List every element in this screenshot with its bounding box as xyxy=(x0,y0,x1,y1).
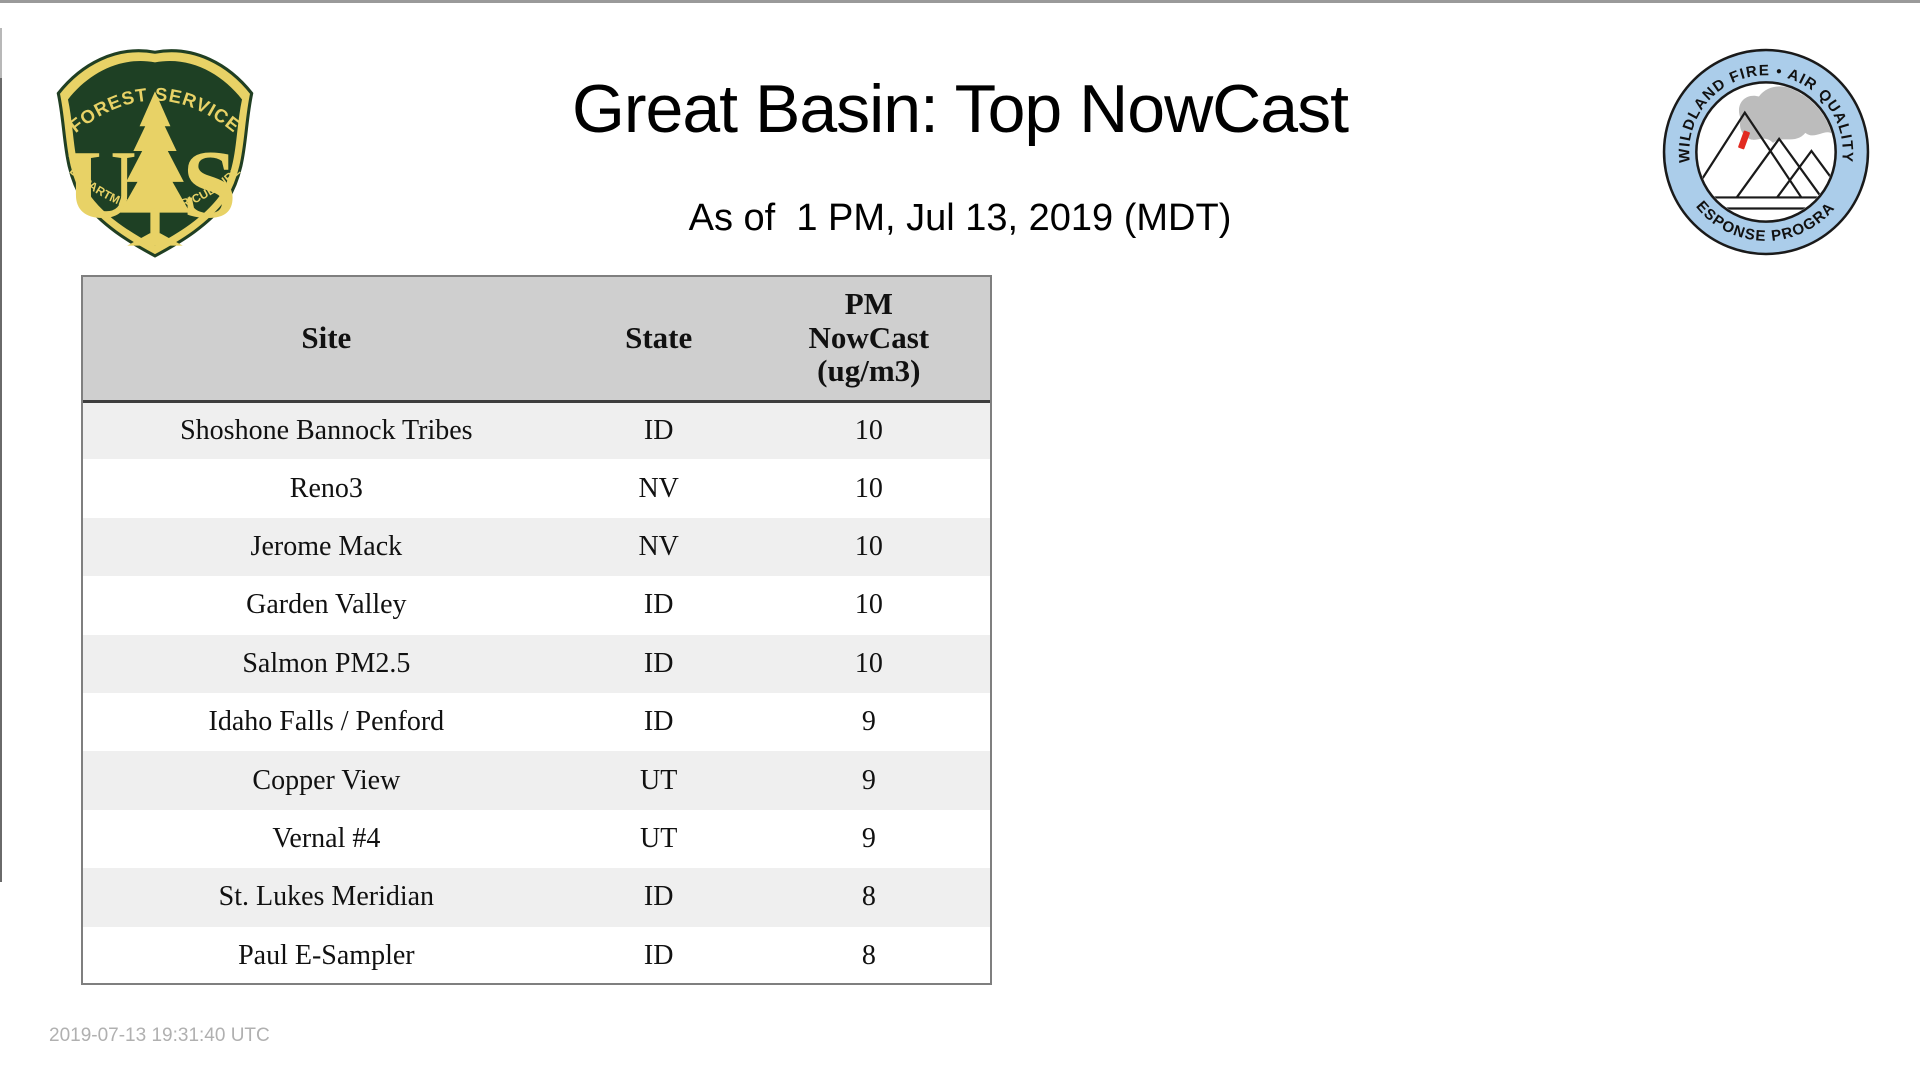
site-cell: Vernal #4 xyxy=(272,822,381,854)
state-cell: NV xyxy=(638,530,679,562)
state-cell: ID xyxy=(643,706,674,738)
pm-value-cell: 9 xyxy=(861,706,876,738)
state-cell: ID xyxy=(643,939,674,971)
table-header-row: Site State PM NowCast (ug/m3) xyxy=(81,275,992,403)
pm-value-cell: 8 xyxy=(861,939,876,971)
site-cell: St. Lukes Meridian xyxy=(218,881,435,913)
state-cell: ID xyxy=(643,414,674,446)
table-row: Reno3 NV 10 xyxy=(81,459,992,518)
page-title: Great Basin: Top NowCast xyxy=(572,71,1349,147)
state-cell: ID xyxy=(643,589,674,621)
pm-value-cell: 9 xyxy=(861,764,876,796)
wfaqrp-logo: WILDLAND FIRE • AIR QUALITY RESPONSE PRO… xyxy=(1660,46,1870,256)
header-pm-nowcast: PM NowCast (ug/m3) xyxy=(745,275,992,403)
pm-value-cell: 10 xyxy=(854,589,883,621)
site-cell: Garden Valley xyxy=(246,589,407,621)
state-cell: UT xyxy=(640,822,678,854)
window-left-edge-light xyxy=(0,28,2,78)
site-cell: Jerome Mack xyxy=(250,530,403,562)
table-row: Garden Valley ID 10 xyxy=(81,576,992,635)
pm-value-cell: 10 xyxy=(854,472,883,504)
header-state: State xyxy=(571,275,746,403)
window-top-edge xyxy=(0,0,1920,3)
usfs-logo: FOREST SERVICE U S DEPARTMENT OF AGRICUL… xyxy=(56,49,254,258)
site-cell: Copper View xyxy=(252,764,401,796)
table-header: Site State PM NowCast (ug/m3) xyxy=(81,275,992,403)
state-cell: NV xyxy=(638,472,679,504)
site-cell: Shoshone Bannock Tribes xyxy=(180,414,473,446)
usfs-letter-u: U xyxy=(66,131,137,239)
state-cell: ID xyxy=(643,881,674,913)
table-row: Shoshone Bannock Tribes ID 10 xyxy=(81,401,992,460)
pm-value-cell: 10 xyxy=(854,647,883,679)
table-row: Salmon PM2.5 ID 10 xyxy=(81,634,992,693)
pine-tree-icon xyxy=(120,91,190,246)
table-row: Idaho Falls / Penford ID 9 xyxy=(81,692,992,752)
table-row: Copper View UT 9 xyxy=(81,751,992,810)
state-cell: ID xyxy=(643,647,674,679)
window-left-edge-dark xyxy=(0,78,2,882)
table-row: Jerome Mack NV 10 xyxy=(81,517,992,577)
site-cell: Salmon PM2.5 xyxy=(242,647,411,679)
page-subtitle: As of 1 PM, Jul 13, 2019 (MDT) xyxy=(688,197,1232,239)
usfs-letter-s: S xyxy=(182,131,236,239)
table-row: St. Lukes Meridian ID 8 xyxy=(81,868,992,927)
footer-timestamp: 2019-07-13 19:31:40 UTC xyxy=(49,1025,270,1046)
state-cell: UT xyxy=(640,764,678,796)
header-site: Site xyxy=(81,275,572,403)
pm-value-cell: 10 xyxy=(854,530,883,562)
table-row: Paul E-Sampler ID 8 xyxy=(81,926,992,985)
pm-value-cell: 9 xyxy=(861,822,876,854)
pm-value-cell: 8 xyxy=(861,881,876,913)
pm-value-cell: 10 xyxy=(854,414,883,446)
flame-icon xyxy=(1738,130,1750,150)
table-row: Vernal #4 UT 9 xyxy=(81,809,992,869)
site-cell: Paul E-Sampler xyxy=(238,939,415,971)
table-body: Shoshone Bannock Tribes ID 10 Reno3 NV 1… xyxy=(81,401,992,985)
site-cell: Idaho Falls / Penford xyxy=(208,706,445,738)
nowcast-table: Site State PM NowCast (ug/m3) Shoshone B… xyxy=(81,275,992,985)
site-cell: Reno3 xyxy=(289,472,363,504)
